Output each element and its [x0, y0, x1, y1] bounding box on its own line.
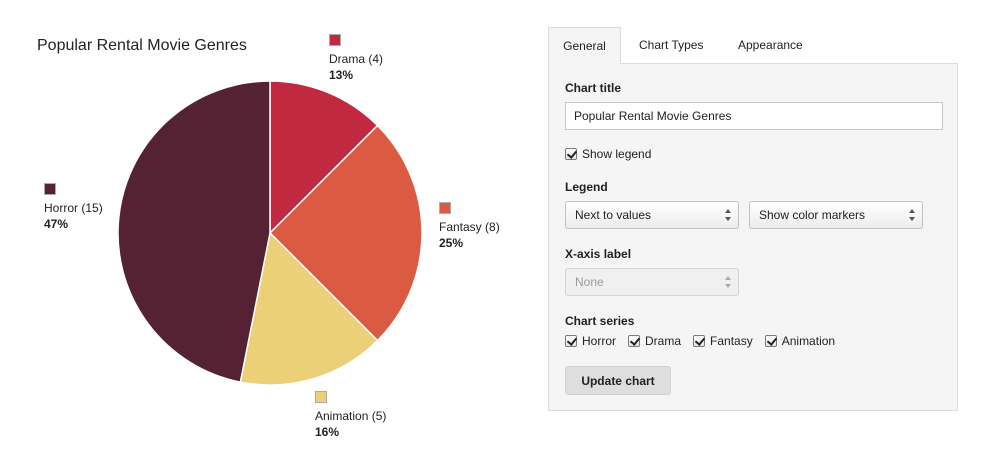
select-arrows-icon: [725, 209, 732, 221]
chart-title: Popular Rental Movie Genres: [37, 37, 247, 54]
pie-slice-fantasy: [268, 124, 423, 342]
pie-chart: [117, 80, 423, 386]
series-animation-label: Animation: [781, 334, 836, 348]
tab-bar: General Chart Types Appearance: [548, 27, 958, 64]
slice-name-animation: Animation: [315, 409, 369, 423]
chart-series-list: Horror Drama Fantasy Animation: [565, 334, 847, 348]
series-horror-label: Horror: [582, 334, 617, 348]
series-fantasy-checkbox[interactable]: [693, 335, 706, 347]
series-horror-checkbox[interactable]: [565, 335, 577, 347]
legend-marker-fantasy: [439, 202, 451, 214]
tab-general[interactable]: General: [548, 27, 621, 64]
slice-value-fantasy: 8: [489, 220, 496, 234]
slice-value-horror: 15: [85, 201, 99, 215]
xaxis-label-value: None: [575, 275, 604, 289]
select-arrows-icon: [725, 276, 732, 288]
slice-value-animation: 5: [375, 409, 383, 423]
slice-name-drama: Drama: [329, 52, 366, 66]
show-legend-checkbox[interactable]: [565, 148, 577, 160]
legend-marker-horror: [44, 183, 56, 195]
legend-markers-select[interactable]: Show color markers: [749, 201, 923, 229]
tab-appearance[interactable]: Appearance: [738, 38, 803, 52]
chart-series-label: Chart series: [565, 314, 635, 328]
update-chart-button[interactable]: Update chart: [565, 366, 671, 395]
pie-slice-horror: [117, 80, 271, 383]
pie-slice-drama: [269, 80, 379, 235]
series-item-horror[interactable]: Horror: [565, 334, 616, 348]
pie-slice-animation: [239, 231, 379, 386]
show-legend-label: Show legend: [582, 147, 652, 161]
slice-percent-horror: 47%: [44, 217, 69, 231]
legend-label: Legend: [565, 180, 608, 194]
series-item-drama[interactable]: Drama: [628, 334, 681, 348]
select-arrows-icon: [909, 209, 916, 221]
slice-percent-drama: 13%: [329, 68, 354, 82]
chart-title-label: Chart title: [565, 81, 622, 95]
chart-title-input[interactable]: [565, 102, 943, 130]
slice-value-drama: 4: [372, 52, 380, 66]
tab-content-general: Chart title Show legend Legend Next to v…: [548, 63, 958, 411]
series-item-fantasy[interactable]: Fantasy: [693, 334, 753, 348]
slice-label-horror: Horror (15) 47%: [44, 183, 103, 232]
xaxis-label: X-axis label: [565, 247, 632, 261]
legend-markers-value: Show color markers: [759, 208, 866, 222]
slice-name-fantasy: Fantasy: [439, 220, 482, 234]
chart-area: Popular Rental Movie Genres Drama (4) 13…: [37, 34, 500, 440]
slice-percent-animation: 16%: [315, 425, 340, 439]
slice-name-horror: Horror: [44, 201, 79, 215]
series-fantasy-label: Fantasy: [710, 334, 753, 348]
slice-label-animation: Animation (5) 16%: [315, 391, 386, 440]
legend-marker-animation: [315, 391, 327, 403]
legend-position-value: Next to values: [575, 208, 652, 222]
slice-label-fantasy: Fantasy (8) 25%: [439, 202, 500, 251]
chart-settings-panel: General Chart Types Appearance Chart tit…: [548, 27, 958, 411]
show-legend-row[interactable]: Show legend: [565, 147, 651, 161]
legend-marker-drama: [329, 34, 341, 46]
slice-percent-fantasy: 25%: [439, 236, 464, 250]
xaxis-label-select: None: [565, 268, 739, 296]
series-animation-checkbox[interactable]: [764, 335, 777, 347]
slice-label-drama: Drama (4) 13%: [329, 34, 383, 83]
tab-chart-types[interactable]: Chart Types: [639, 38, 704, 52]
series-item-animation[interactable]: Animation: [764, 334, 836, 348]
series-drama-checkbox[interactable]: [628, 335, 641, 347]
legend-position-select[interactable]: Next to values: [565, 201, 739, 229]
series-drama-label: Drama: [645, 334, 682, 348]
